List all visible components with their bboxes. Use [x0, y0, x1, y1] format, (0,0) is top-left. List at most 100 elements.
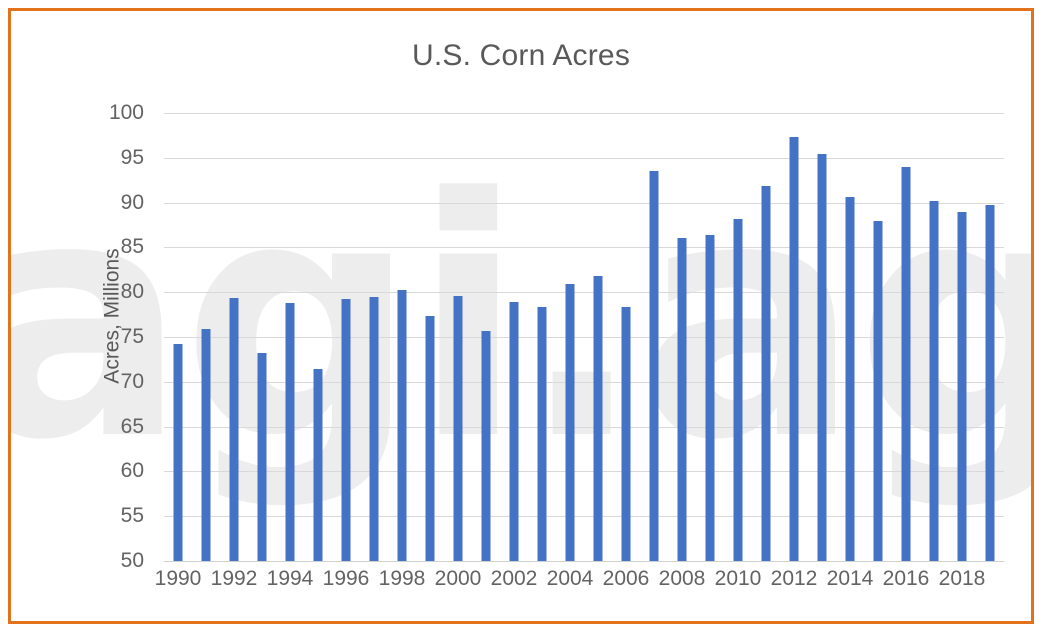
gridline: [164, 292, 1004, 294]
bar[interactable]: [369, 296, 379, 561]
x-axis-tick-label: 2008: [658, 567, 706, 590]
bar-slot: [304, 113, 332, 561]
bar-slot: [976, 113, 1004, 561]
bar[interactable]: [985, 205, 995, 561]
bar[interactable]: [761, 185, 771, 561]
bar-slot: [808, 113, 836, 561]
bar[interactable]: [593, 276, 603, 561]
bar[interactable]: [845, 197, 855, 561]
bar-slot: [276, 113, 304, 561]
y-axis-tick-label: 55: [120, 504, 144, 528]
bar-slot: [416, 113, 444, 561]
bar-slot: [444, 113, 472, 561]
bar-slot: [248, 113, 276, 561]
bar-slot: [920, 113, 948, 561]
bar-slot: [500, 113, 528, 561]
gridlines: [164, 113, 1004, 562]
x-axis-tick-label: 1990: [154, 567, 202, 590]
gridline: [164, 471, 1004, 473]
bar[interactable]: [453, 295, 463, 561]
bar[interactable]: [677, 238, 687, 561]
bar-slot: [668, 113, 696, 561]
bar[interactable]: [621, 307, 631, 561]
gridline: [164, 561, 1004, 562]
bar-slot: [332, 113, 360, 561]
bar-slot: [220, 113, 248, 561]
x-axis-tick-label: 2006: [602, 567, 650, 590]
chart-title: U.S. Corn Acres: [411, 39, 631, 72]
bar-slot: [360, 113, 388, 561]
x-axis-tick-label: 1994: [266, 567, 314, 590]
bar[interactable]: [257, 353, 267, 561]
x-axis-tick-label: 2004: [546, 567, 594, 590]
bar[interactable]: [313, 369, 323, 561]
gridline: [164, 426, 1004, 428]
bar-slot: [696, 113, 724, 561]
bar-slot: [192, 113, 220, 561]
bar-slot: [752, 113, 780, 561]
x-axis-tick-label: 1996: [322, 567, 370, 590]
bar[interactable]: [649, 171, 659, 561]
bar[interactable]: [733, 218, 743, 561]
gridline: [164, 337, 1004, 338]
bar[interactable]: [789, 137, 799, 561]
bar-slot: [836, 113, 864, 561]
bar-slot: [724, 113, 752, 561]
bar-slot: [892, 113, 920, 561]
x-axis-tick-label: 2018: [938, 567, 986, 590]
bar-slot: [864, 113, 892, 561]
y-axis-tick-labels: 100 95 90 85 80 75 70 65 60 55 50: [11, 101, 156, 572]
bar[interactable]: [509, 302, 519, 561]
bar-slot: [780, 113, 808, 561]
bar-slot: [388, 113, 416, 561]
y-axis-tick-label: 60: [120, 459, 144, 483]
y-axis-tick-label: 70: [120, 369, 144, 393]
bar[interactable]: [705, 234, 715, 561]
bar-slot: [640, 113, 668, 561]
gridline: [164, 516, 1004, 518]
x-axis-tick-label: 2000: [434, 567, 482, 590]
gridline: [164, 157, 1004, 159]
bar[interactable]: [901, 166, 911, 561]
x-axis-tick-label: 2014: [826, 567, 874, 590]
x-axis-tick-label: 1998: [378, 567, 426, 590]
x-axis-tick-label: 2002: [490, 567, 538, 590]
x-axis-tick-label: 2010: [714, 567, 762, 590]
bar-slot: [556, 113, 584, 561]
bar[interactable]: [201, 328, 211, 561]
bar-slot: [472, 113, 500, 561]
bar[interactable]: [537, 306, 547, 561]
x-axis-tick-label: 2012: [770, 567, 818, 590]
bar[interactable]: [565, 284, 575, 561]
y-axis-tick-label: 75: [120, 325, 144, 348]
y-axis-tick-label: 85: [120, 235, 144, 259]
gridline: [164, 247, 1004, 249]
gridline: [164, 381, 1004, 383]
bar[interactable]: [817, 154, 827, 561]
x-axis-tick-label: 2016: [882, 567, 930, 590]
chart-frame: agi.ag U.S. Corn Acres Acres, Millions 1…: [8, 8, 1034, 624]
y-axis-tick-label: 50: [120, 549, 144, 572]
bar-slot: [528, 113, 556, 561]
bar[interactable]: [873, 220, 883, 561]
bar-slot: [612, 113, 640, 561]
bar[interactable]: [341, 299, 351, 561]
bar[interactable]: [929, 200, 939, 561]
bar[interactable]: [957, 211, 967, 561]
bar[interactable]: [285, 302, 295, 561]
x-axis-tick-labels: 1990 1992 1994 1996 1998 2000 2002 2004 2006 2008…: [155, 567, 1004, 603]
bar[interactable]: [397, 290, 407, 561]
y-axis-tick-label: 90: [120, 190, 144, 214]
bar-slot: [164, 113, 192, 561]
y-axis-tick-label: 65: [120, 414, 144, 438]
bar-slot: [948, 113, 976, 561]
y-axis-tick-label: 80: [120, 280, 144, 304]
bar[interactable]: [173, 344, 183, 561]
bar[interactable]: [481, 330, 491, 561]
gridline: [164, 113, 1004, 114]
bar[interactable]: [229, 298, 239, 561]
gridline: [164, 202, 1004, 204]
bar-slot: [584, 113, 612, 561]
bar[interactable]: [425, 315, 435, 561]
y-axis-tick-label: 100: [108, 101, 144, 124]
